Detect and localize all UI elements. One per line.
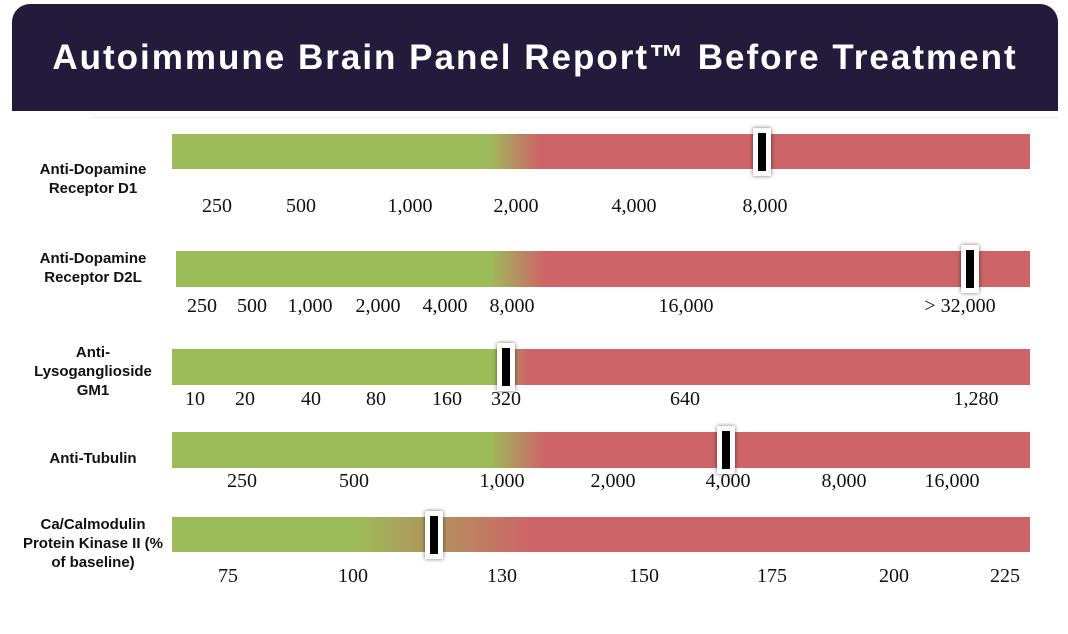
report-header: Autoimmune Brain Panel Report™ Before Tr… [12, 4, 1058, 111]
tick-label: 8,000 [742, 195, 788, 217]
biomarker-label: Anti-Lysoganglioside GM1 [34, 344, 152, 399]
range-gradient [172, 134, 1030, 169]
tick-label: 8,000 [821, 470, 867, 492]
tick-label: 130 [487, 565, 517, 587]
tick-label: 2,000 [355, 295, 401, 317]
tick-label: 4,000 [705, 470, 751, 492]
tick-label: 4,000 [422, 295, 468, 317]
tick-labels: 250 500 1,000 2,000 4,000 8,000 16,000 > 32,000 [0, 295, 1068, 325]
range-gradient [172, 432, 1030, 468]
result-marker [717, 426, 735, 474]
tick-label: 640 [670, 388, 700, 410]
tick-label: 80 [366, 388, 386, 410]
result-marker-line [758, 132, 766, 171]
tick-label: 10 [185, 388, 205, 410]
tick-label: 2,000 [590, 470, 636, 492]
tick-label: 250 [202, 195, 232, 217]
result-marker-line [430, 515, 438, 554]
range-gradient [172, 517, 1030, 552]
tick-label: 160 [432, 388, 462, 410]
result-marker-line [502, 348, 510, 386]
tick-labels: 250 500 1,000 2,000 4,000 8,000 16,000 [0, 470, 1068, 500]
range-bar [172, 432, 1030, 468]
tick-label: 250 [227, 470, 257, 492]
range-gradient [176, 251, 1030, 287]
tick-label: 40 [301, 388, 321, 410]
tick-label: 2,000 [493, 195, 539, 217]
tick-label: 100 [338, 565, 368, 587]
tick-label: 16,000 [924, 470, 980, 492]
result-marker [425, 510, 443, 559]
tick-label: 225 [990, 565, 1020, 587]
biomarker-label: Anti-Tubulin [49, 450, 137, 467]
tick-label: 200 [879, 565, 909, 587]
tick-label: 1,000 [387, 195, 433, 217]
range-bar-graphic [176, 251, 1030, 287]
tick-label: 4,000 [611, 195, 657, 217]
range-gradient [172, 349, 1030, 385]
range-bar-graphic [172, 517, 1030, 552]
tick-label: 500 [237, 295, 267, 317]
tick-labels: 75 100 130 150 175 200 225 [0, 565, 1068, 595]
biomarker-label: Ca/Calmodulin Protein Kinase II (% of ba… [22, 516, 164, 571]
result-marker [961, 245, 979, 293]
tick-label: 8,000 [489, 295, 535, 317]
biomarker-label: Anti-Dopamine Receptor D2L [39, 250, 147, 286]
tick-label: > 32,000 [924, 295, 996, 317]
tick-label: 500 [286, 195, 316, 217]
tick-labels: 10 20 40 80 160 320 640 1,280 [0, 388, 1068, 418]
result-marker [497, 343, 515, 391]
range-bar-graphic [172, 134, 1030, 169]
tick-label: 175 [757, 565, 787, 587]
result-marker-line [722, 431, 730, 469]
range-bar-graphic [172, 349, 1030, 385]
tick-label: 320 [491, 388, 521, 410]
tick-label: 1,280 [953, 388, 999, 410]
result-marker-line [966, 250, 974, 288]
range-bar [172, 134, 1030, 169]
tick-label: 20 [235, 388, 255, 410]
tick-label: 500 [339, 470, 369, 492]
tick-label: 16,000 [658, 295, 714, 317]
range-bar [172, 517, 1030, 552]
tick-label: 150 [629, 565, 659, 587]
tick-label: 1,000 [287, 295, 333, 317]
result-marker [753, 127, 771, 176]
tick-label: 250 [187, 295, 217, 317]
header-divider [92, 117, 1058, 118]
range-bar [172, 349, 1030, 385]
tick-label: 75 [218, 565, 238, 587]
report-title: Autoimmune Brain Panel Report™ Before Tr… [52, 38, 1018, 77]
range-bar-graphic [172, 432, 1030, 468]
biomarker-label: Anti-Dopamine Receptor D1 [39, 161, 147, 197]
range-bar [176, 251, 1030, 287]
tick-label: 1,000 [479, 470, 525, 492]
